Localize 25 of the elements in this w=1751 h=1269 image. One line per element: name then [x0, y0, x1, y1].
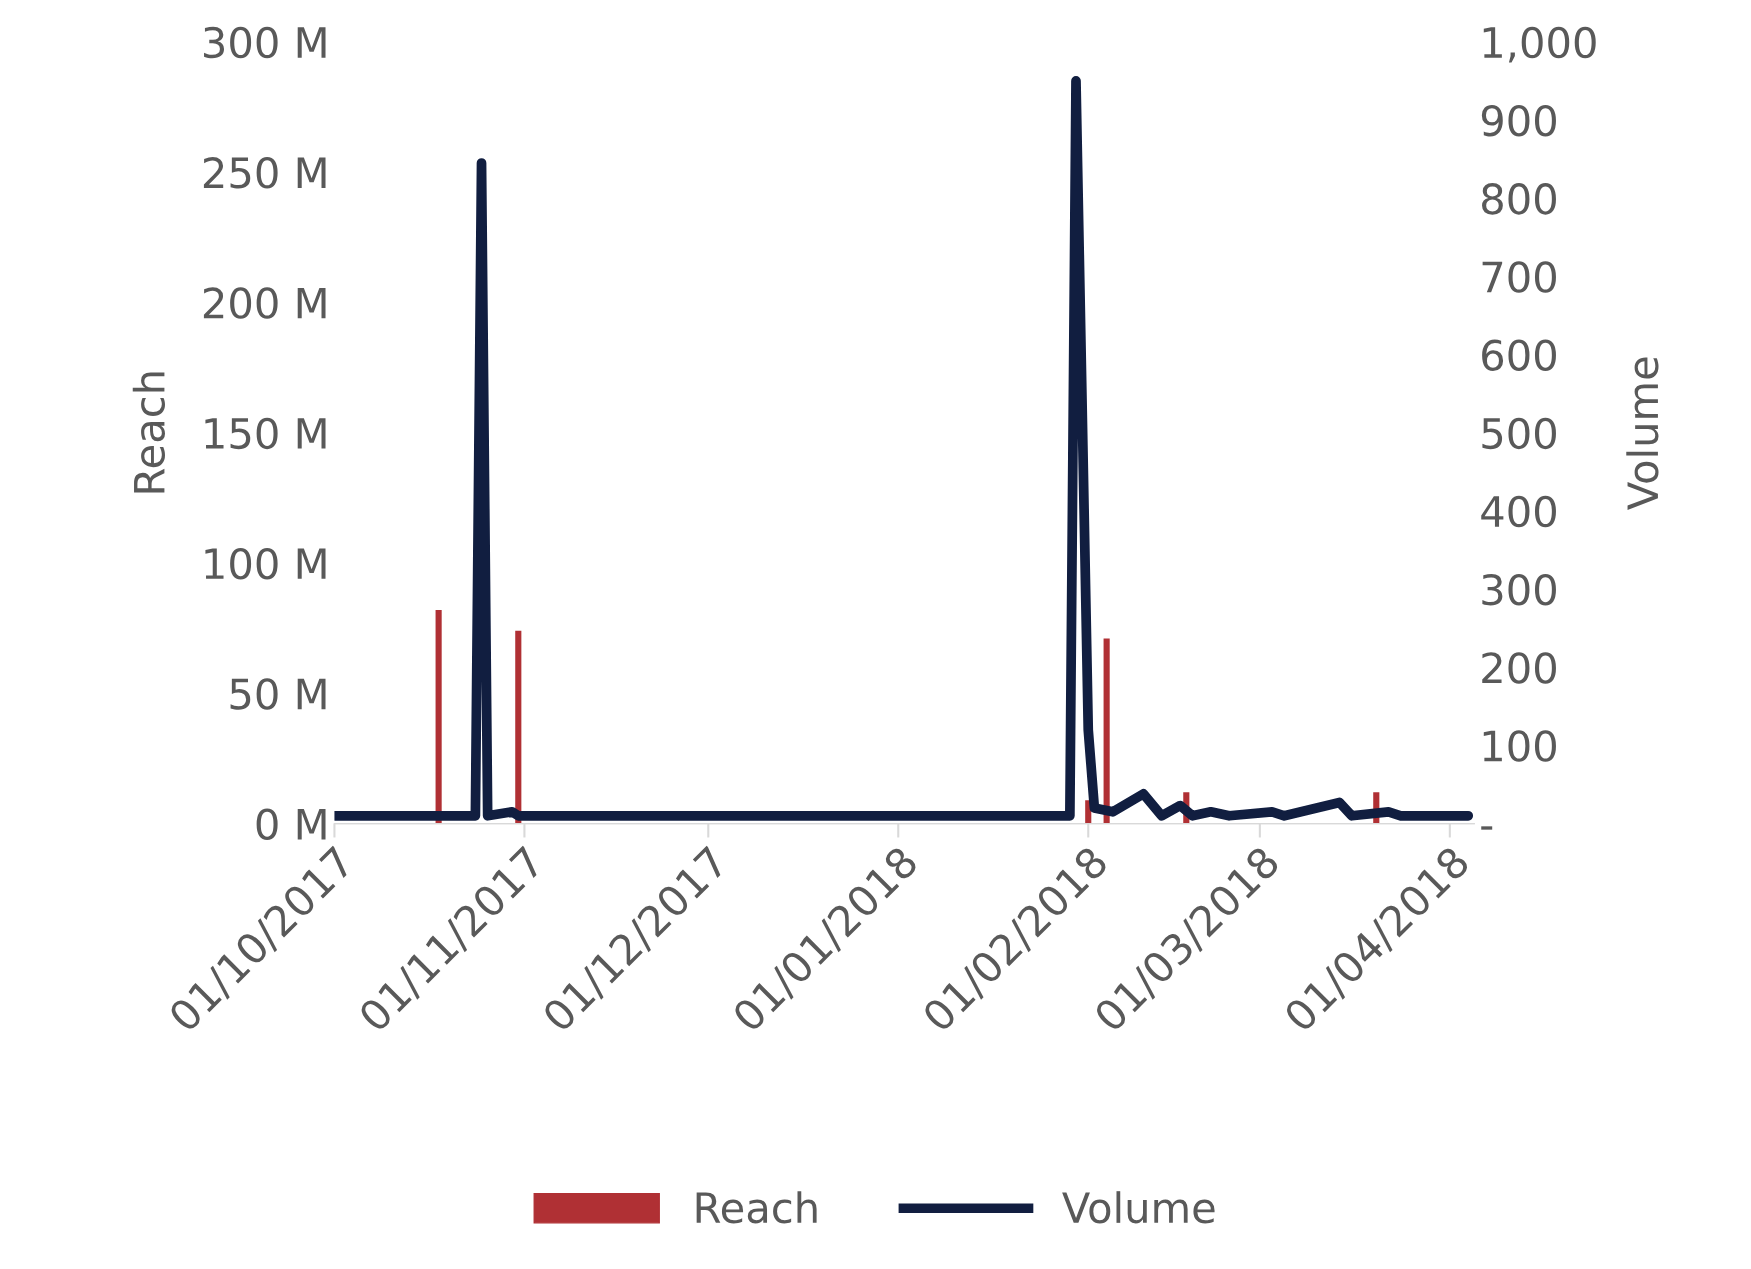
y2-tick-label: 500 — [1482, 417, 1556, 450]
y2-tick-label: 200 — [1482, 652, 1556, 684]
bar — [515, 630, 522, 824]
y-tick-label: 300 M — [204, 26, 326, 59]
y-tick-label: 250 M — [203, 157, 326, 189]
y2-tick-label: 100 — [1483, 730, 1556, 762]
y2-tick-label: 900 — [1481, 104, 1556, 137]
y2-tick-label: - — [1481, 826, 1493, 830]
y-tick-label: 50 M — [230, 678, 326, 710]
y2-tick-label: 400 — [1481, 495, 1556, 528]
y-tick-label: 0 M — [256, 808, 326, 840]
y-tick-label: 200 M — [203, 287, 326, 319]
y2-tick-label: 1,000 — [1483, 26, 1596, 63]
y-tick-label: 100 M — [205, 547, 326, 580]
legend-label: Reach — [696, 1191, 817, 1224]
y2-tick-label: 300 — [1482, 573, 1556, 606]
y-tick-label: 150 M — [205, 417, 326, 450]
y2-axis-title: Volume — [1626, 357, 1659, 510]
y2-tick-label: 700 — [1482, 261, 1556, 293]
y2-tick-label: 600 — [1482, 339, 1556, 371]
legend-label: Volume — [1062, 1191, 1215, 1224]
y-axis-title: Reach — [132, 372, 166, 493]
bar — [1103, 638, 1110, 824]
y2-tick-label: 800 — [1482, 183, 1556, 215]
bar — [435, 609, 442, 824]
